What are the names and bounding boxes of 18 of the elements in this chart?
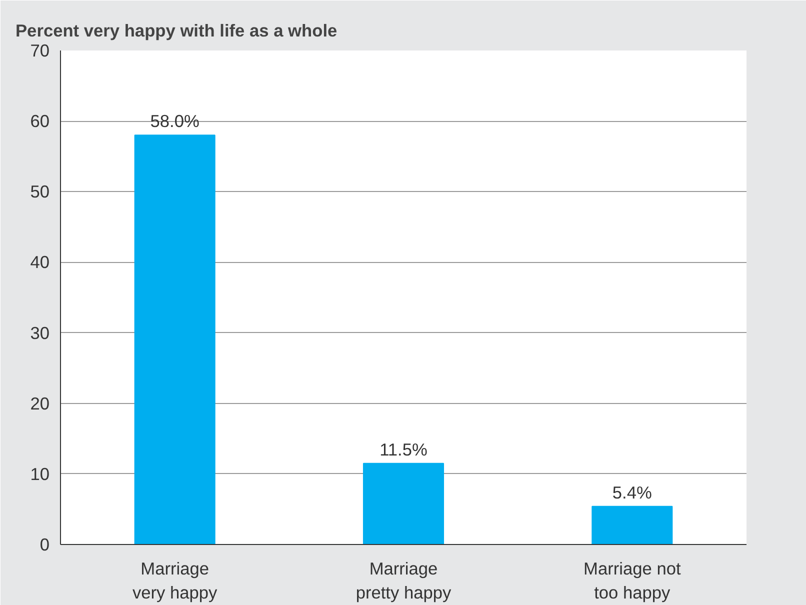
bar [362,462,444,544]
y-tick-label: 20 [30,393,50,414]
x-tick-label: Marriage very happy [132,558,218,602]
y-tick-label: 60 [30,111,50,132]
y-tick-label: 10 [30,464,50,484]
chart-title: Percent very happy with life as a whole [16,20,338,40]
y-tick-label: 30 [30,322,50,343]
x-tick-label: Marriage not too happy [584,558,681,602]
x-tick-label: Marriage pretty happy [356,558,452,602]
bar [592,506,673,544]
y-tick-label: 0 [40,534,50,554]
y-tick-label: 50 [30,182,50,202]
data-label: 5.4% [612,482,652,502]
bar [134,134,216,544]
data-label: 58.0% [150,111,200,132]
y-tick-label: 40 [30,252,50,272]
data-label: 11.5% [380,439,428,460]
y-tick-label: 70 [30,40,50,60]
